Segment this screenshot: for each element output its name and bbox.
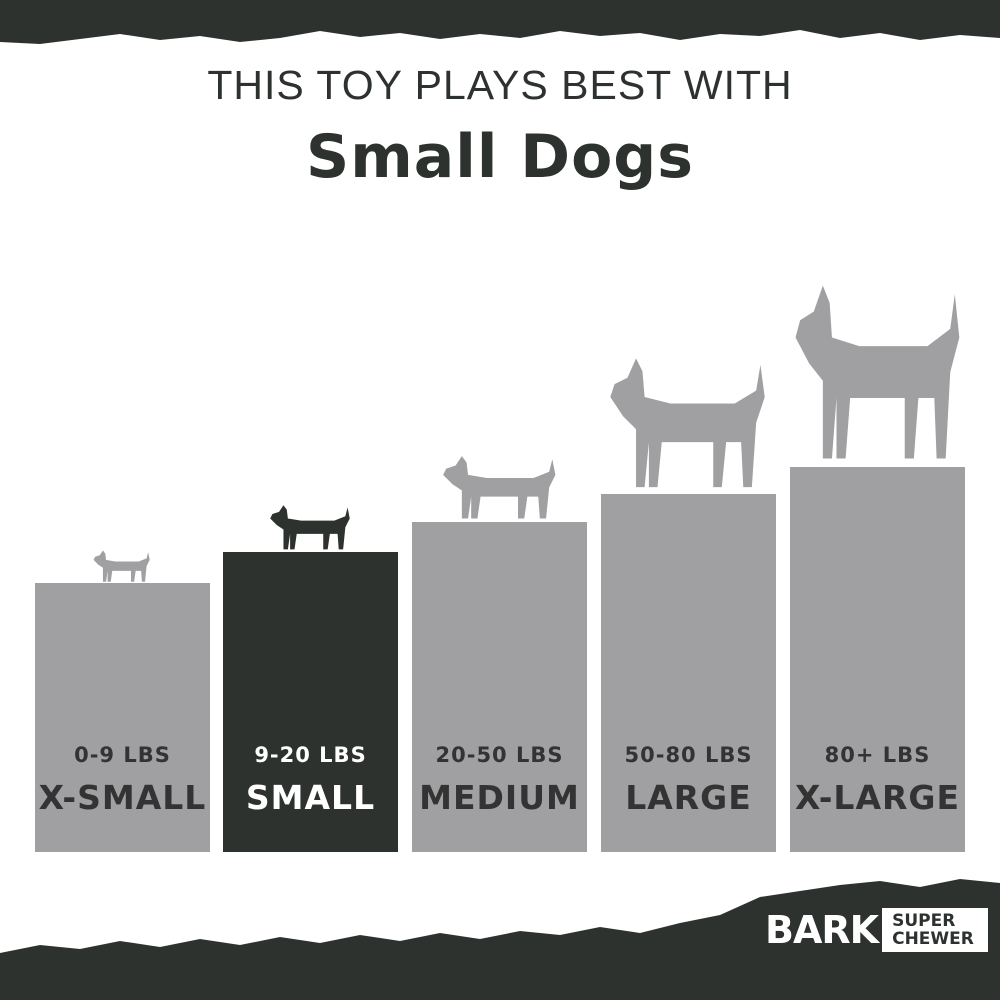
logo-brand: BARK: [765, 908, 879, 952]
logo-tag-line1: SUPER: [892, 911, 956, 931]
weight-label: 80+ LBS: [824, 743, 931, 767]
size-label: SMALL: [245, 778, 376, 817]
size-column-small: [223, 552, 398, 852]
dog-silhouette-medium-icon: [442, 456, 556, 519]
dog-silhouette-large-icon: [610, 358, 766, 488]
size-column-x-large: [790, 467, 965, 852]
logo-tag: SUPER CHEWER: [882, 908, 988, 952]
size-column-large: [601, 494, 776, 852]
weight-label: 9-20 LBS: [254, 743, 367, 767]
torn-edge-bottom: [0, 879, 1000, 1000]
logo-tag-line2: CHEWER: [892, 929, 974, 949]
size-column-x-small: [35, 583, 210, 852]
header-line-1: THIS TOY PLAYS BEST WITH: [207, 62, 793, 108]
torn-edge-top: [0, 0, 1000, 44]
header-line-2: Small Dogs: [306, 122, 694, 192]
size-label: MEDIUM: [419, 778, 580, 817]
weight-label: 0-9 LBS: [74, 743, 171, 767]
weight-label: 50-80 LBS: [624, 743, 753, 767]
size-label: X-SMALL: [38, 778, 207, 817]
dog-silhouette-x-large-icon: [795, 285, 959, 459]
dog-silhouette-small-icon: [270, 505, 350, 550]
size-label: LARGE: [625, 778, 752, 817]
weight-label: 20-50 LBS: [435, 743, 564, 767]
bark-super-chewer-logo: BARK SUPER CHEWER: [765, 905, 988, 955]
size-column-medium: [412, 522, 587, 852]
size-label: X-LARGE: [794, 778, 961, 817]
dog-silhouette-x-small-icon: [93, 550, 151, 582]
